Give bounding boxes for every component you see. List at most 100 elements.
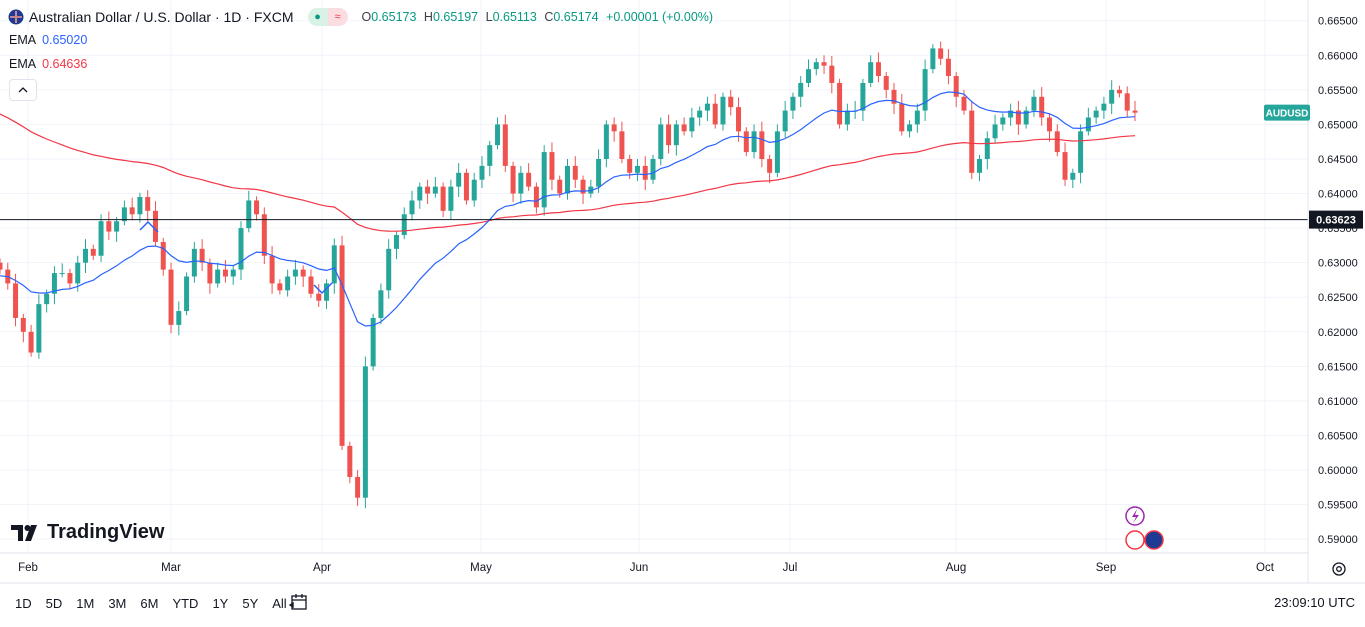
candle-body [533, 186, 539, 208]
candle-body [386, 248, 392, 291]
ema-legend-2[interactable]: EMA 0.64636 [9, 57, 88, 71]
candlestick-series [0, 41, 1138, 509]
candle-body [254, 200, 260, 215]
candle-body [930, 48, 936, 70]
candle-body [114, 221, 120, 232]
candle-body [90, 248, 96, 256]
candle-body [479, 165, 485, 180]
candle-body [603, 124, 609, 159]
timeframe-button-1y[interactable]: 1Y [212, 595, 229, 611]
candle-body [75, 262, 81, 284]
candle-body [883, 76, 889, 90]
candle-body [673, 124, 679, 146]
candle-body [292, 269, 298, 277]
ohlc-readout: O0.65173 H0.65197 L0.65113 C0.65174 +0.0… [361, 10, 714, 24]
candle-body [20, 317, 26, 332]
collapse-legend-button[interactable] [9, 79, 37, 101]
price-tick-label: 0.59500 [1318, 500, 1358, 512]
candle-body [215, 269, 221, 284]
timeframe-button-3m[interactable]: 3M [108, 595, 127, 611]
candle-body [510, 165, 516, 194]
candle-body [1054, 131, 1060, 153]
candle-body [432, 186, 438, 194]
timeframe-button-5y[interactable]: 5Y [242, 595, 259, 611]
candle-body [860, 82, 866, 111]
candle-body [526, 172, 532, 187]
timeframe-button-1m[interactable]: 1M [76, 595, 95, 611]
buy-signal-arrow-icon [313, 282, 333, 295]
candle-body [704, 103, 710, 111]
candle-body [44, 293, 50, 305]
price-tick-label: 0.62000 [1318, 327, 1358, 339]
candle-body [28, 331, 34, 353]
price-tick-label: 0.65500 [1318, 85, 1358, 97]
candle-body [541, 152, 547, 208]
candle-body [565, 165, 570, 194]
price-tick-label: 0.64000 [1318, 189, 1358, 201]
candle-body [59, 273, 65, 275]
candle-body [798, 82, 804, 97]
horizontal-price-line: 0.63623 [0, 210, 1363, 229]
aud-usd-flag-icon [8, 9, 24, 25]
au-flag-event-icon [1144, 530, 1164, 550]
settings-gear-icon[interactable] [1330, 560, 1348, 578]
candle-body [417, 186, 423, 201]
timeframe-button-all[interactable]: All [272, 595, 287, 611]
candle-body [1093, 110, 1099, 118]
candle-body [790, 96, 796, 111]
symbol-price-tag-label: AUDUSD [1266, 109, 1309, 120]
candle-body [440, 186, 446, 211]
candle-body [495, 124, 501, 146]
candle-body [1015, 110, 1021, 125]
price-axis: 0.66500 0.66000 0.65500 0.65000 0.64500 0.640… [1307, 0, 1358, 583]
timeframe-button-1d[interactable]: 1D [15, 595, 32, 611]
horizontal-line-price-label: 0.63623 [1316, 215, 1356, 227]
candle-body [1116, 89, 1122, 94]
candle-body [347, 445, 353, 477]
symbol-title[interactable]: Australian Dollar / U.S. Dollar · 1D · F… [29, 9, 294, 25]
tradingview-logo[interactable]: TradingView [11, 521, 164, 544]
candle-body [0, 262, 3, 270]
timeframe-button-6m[interactable]: 6M [140, 595, 159, 611]
price-tick-label: 0.59000 [1318, 534, 1358, 546]
ema-200-line[interactable] [0, 113, 1136, 232]
candle-body [36, 304, 42, 353]
candle-body [759, 131, 765, 159]
candle-body [1023, 110, 1029, 125]
market-status-pill[interactable]: ● ≈ [307, 8, 348, 26]
candle-body [425, 186, 431, 194]
candle-body [1046, 117, 1052, 132]
candle-body [137, 197, 143, 215]
candle-body [448, 186, 454, 211]
chart-annotations: AUDUSD [139, 104, 1310, 550]
price-tick-label: 0.61000 [1318, 396, 1358, 408]
candle-body [774, 131, 780, 173]
price-tick-label: 0.66000 [1318, 50, 1358, 62]
candle-body [1070, 172, 1076, 180]
candle-body [984, 138, 990, 159]
candle-body [246, 200, 252, 229]
candle-body [83, 248, 89, 263]
sell-signal-arrow-icon [139, 220, 159, 233]
candle-body [689, 117, 695, 132]
candle-body [572, 165, 578, 180]
candle-body [1000, 117, 1006, 125]
candle-body [736, 107, 742, 132]
time-axis: Feb Mar Apr May Jun Jul Aug Sep Oct [18, 562, 1275, 574]
candle-body [121, 207, 127, 222]
candle-body [518, 172, 524, 194]
ema-legend-1[interactable]: EMA 0.65020 [9, 33, 88, 47]
ema-50-line[interactable] [0, 91, 1136, 327]
timeframe-button-5d[interactable]: 5D [45, 595, 63, 611]
candle-body [712, 103, 718, 125]
timeframe-button-ytd[interactable]: YTD [172, 595, 199, 611]
candle-body [339, 245, 345, 446]
candle-body [106, 221, 112, 232]
utc-clock[interactable]: 23:09:10 UTC [1274, 595, 1355, 610]
calendar-goto-date-icon[interactable] [289, 592, 309, 612]
candle-body [891, 89, 897, 104]
price-tick-label: 0.62500 [1318, 292, 1358, 304]
candle-body [961, 96, 967, 111]
month-tick-label: Aug [946, 562, 966, 574]
